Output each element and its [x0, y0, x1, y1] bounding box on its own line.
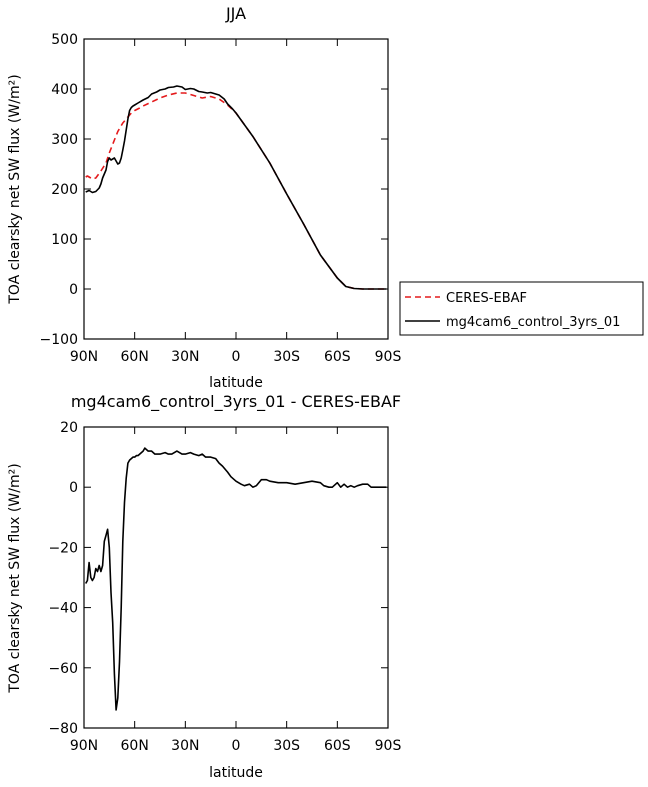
- y-tick-label: 400: [51, 82, 78, 98]
- x-tick-label: 60N: [121, 738, 149, 754]
- bottom-plot-frame: [83, 426, 389, 729]
- y-tick-label: 100: [51, 232, 78, 248]
- x-tick-label: 90N: [70, 738, 98, 754]
- x-tick-label: 30S: [273, 738, 300, 754]
- top-series-lines: [85, 85, 387, 290]
- series-line-ceres-ebaf: [85, 92, 387, 290]
- top-legend: CERES-EBAF mg4cam6_control_3yrs_01: [399, 281, 644, 336]
- bottom-series-lines: [85, 447, 387, 711]
- x-tick-label: 90S: [375, 738, 402, 754]
- y-tick-label: −20: [48, 540, 78, 556]
- top-y-axis: 500 400 300 200 100 0 −100: [40, 32, 388, 348]
- y-tick-label: −100: [40, 332, 78, 348]
- y-tick-label: 300: [51, 132, 78, 148]
- y-tick-label: 20: [60, 420, 78, 436]
- bottom-x-axis: 90N 60N 30N 0 30S 60S 90S: [70, 427, 402, 754]
- x-tick-label: 90N: [70, 349, 98, 365]
- x-tick-label: 60S: [324, 349, 351, 365]
- bottom-x-axis-label: latitude: [209, 765, 263, 781]
- x-tick-label: 0: [232, 738, 241, 754]
- y-tick-label: 500: [51, 32, 78, 48]
- top-x-axis: 90N 60N 30N 0 30S 60S 90S: [70, 39, 402, 365]
- legend-label-ceres: CERES-EBAF: [446, 291, 527, 306]
- x-tick-label: 30S: [273, 349, 300, 365]
- bottom-y-axis-label: TOA clearsky net SW flux (W/m²): [7, 463, 23, 693]
- series-line-mg4cam6-control-3yrs-01: [85, 85, 387, 290]
- x-tick-label: 30N: [171, 738, 199, 754]
- x-tick-label: 60N: [121, 349, 149, 365]
- series-line-diff-0: [85, 447, 387, 711]
- x-tick-label: 90S: [375, 349, 402, 365]
- top-chart-title: JJA: [225, 4, 246, 23]
- bottom-y-axis: 20 0 −20 −40 −60 −80: [48, 420, 388, 737]
- x-tick-label: 0: [232, 349, 241, 365]
- bottom-chart-title: mg4cam6_control_3yrs_01 - CERES-EBAF: [71, 392, 401, 412]
- top-panel: JJA 500 400 300 200 100 0 −100 90N 60N 30N 0 30S 60…: [7, 4, 644, 391]
- top-x-axis-label: latitude: [209, 375, 263, 391]
- y-tick-label: −40: [48, 601, 78, 617]
- top-y-axis-label: TOA clearsky net SW flux (W/m²): [7, 74, 23, 304]
- y-tick-label: 200: [51, 182, 78, 198]
- y-tick-label: −60: [48, 661, 78, 677]
- legend-label-model: mg4cam6_control_3yrs_01: [446, 315, 620, 330]
- legend-box: [399, 281, 644, 336]
- y-tick-label: −80: [48, 721, 78, 737]
- y-tick-label: 0: [69, 480, 78, 496]
- x-tick-label: 30N: [171, 349, 199, 365]
- y-tick-label: 0: [69, 282, 78, 298]
- top-plot-frame: [83, 38, 389, 340]
- x-tick-label: 60S: [324, 738, 351, 754]
- bottom-panel: mg4cam6_control_3yrs_01 - CERES-EBAF 20 0…: [7, 392, 401, 781]
